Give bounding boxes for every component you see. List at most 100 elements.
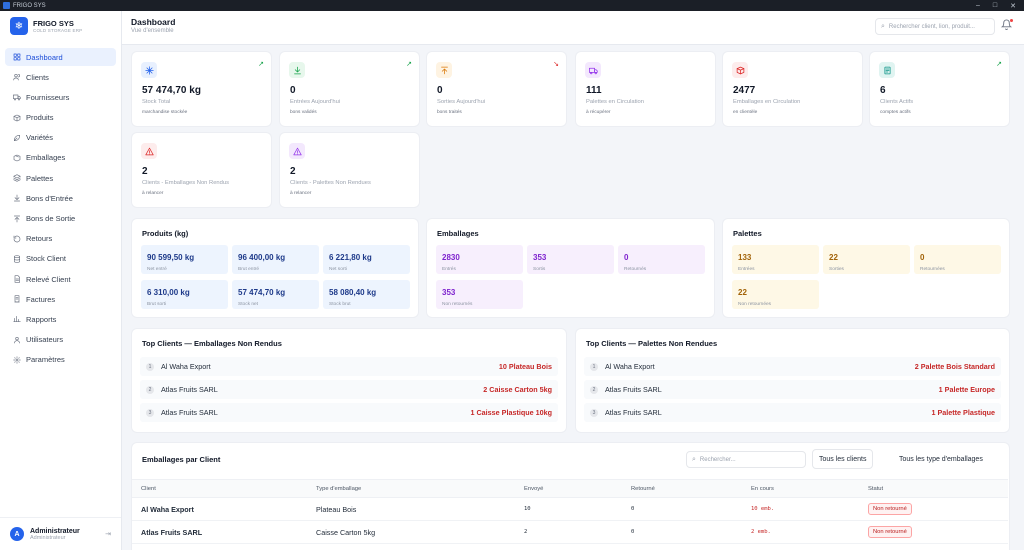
stat-card[interactable]: ↗ 6 Clients Actifs comptes actifs xyxy=(870,52,1009,126)
trend-down-icon: ↘ xyxy=(553,61,559,68)
client-filter-value: Tous les clients xyxy=(819,455,867,463)
rank-badge: 3 xyxy=(590,408,598,417)
produits-tile: 90 599,50 kg Net entré xyxy=(141,245,228,274)
type-filter-select[interactable]: Tous les type d'emballages xyxy=(892,449,990,469)
table-search-placeholder: Rechercher... xyxy=(699,456,736,463)
table-row[interactable]: Al Waha Export Plateau Bois 10 0 10 emb. Non … xyxy=(132,498,1008,521)
stat-card[interactable]: 2 Clients - Emballages Non Rendus à relanc… xyxy=(132,133,271,207)
list-item[interactable]: 3 Atlas Fruits SARL 1 Caisse Plastique 10k… xyxy=(140,403,558,422)
stat-card[interactable]: 2 Clients - Palettes Non Rendues à relance… xyxy=(280,133,419,207)
arrow-down-icon xyxy=(12,194,21,203)
close-icon[interactable]: ✕ xyxy=(1010,2,1016,10)
list-item[interactable]: 1 Al Waha Export 10 Plateau Bois xyxy=(140,357,558,376)
stat-card[interactable]: ↘ 0 Sorties Aujourd'hui bons traités xyxy=(427,52,566,126)
cell-client: Al Waha Export xyxy=(141,505,194,514)
tile-value: 353 xyxy=(442,288,456,297)
column-header[interactable]: Client xyxy=(141,486,156,492)
rank-badge: 2 xyxy=(590,385,598,394)
maximize-icon[interactable]: □ xyxy=(992,1,998,9)
column-header[interactable]: Envoyé xyxy=(524,486,544,492)
stat-card[interactable]: 111 Palettes en Circulation à récupérer xyxy=(576,52,715,126)
sidebar-item-label: Clients xyxy=(26,72,49,82)
cell-sent: 2 xyxy=(524,529,528,535)
sidebar-item-label: Variétés xyxy=(26,133,53,143)
global-search-input[interactable]: ⌕ Rechercher client, lion, produit... xyxy=(875,18,995,35)
user-icon xyxy=(12,335,21,344)
sidebar-item-fournisseurs[interactable]: Fournisseurs xyxy=(5,88,116,106)
sidebar-item-varietes[interactable]: Variétés xyxy=(5,129,116,147)
sidebar-item-emballages[interactable]: Emballages xyxy=(5,149,116,167)
sidebar-item-clients[interactable]: Clients xyxy=(5,68,116,86)
produits-tile: 96 400,00 kg Brut entré xyxy=(232,245,319,274)
tile-label: Stock net xyxy=(238,302,258,307)
file-icon xyxy=(879,62,895,78)
cell-type: Caisse Carton 5kg xyxy=(316,528,376,537)
client-filter-select[interactable]: Tous les clients xyxy=(812,449,874,469)
notification-dot xyxy=(1010,19,1013,22)
stat-label: Sorties Aujourd'hui xyxy=(437,99,486,105)
tile-value: 22 xyxy=(738,288,747,297)
stat-label: Clients - Palettes Non Rendues xyxy=(290,180,371,186)
sidebar-item-utilisateurs[interactable]: Utilisateurs xyxy=(5,331,116,349)
column-header[interactable]: Statut xyxy=(868,486,884,492)
item-count: 2 Caisse Carton 5kg xyxy=(483,385,552,394)
minimize-icon[interactable]: – xyxy=(975,1,980,9)
sidebar-item-produits[interactable]: Produits xyxy=(5,109,116,127)
search-icon: ⌕ xyxy=(881,22,885,30)
sidebar-item-factures[interactable]: Factures xyxy=(5,290,116,308)
page-subtitle: Vue d'ensemble xyxy=(131,28,174,34)
user-profile[interactable]: A Administrateur Administrateur ⇥ xyxy=(0,517,121,550)
tile-label: Sortis xyxy=(533,267,546,272)
list-item[interactable]: 1 Al Waha Export 2 Palette Bois Standard xyxy=(584,357,1001,376)
produits-title: Produits (kg) xyxy=(142,229,189,238)
table-row[interactable]: Atlas Fruits SARL Caisse Carton 5kg 2 0 2 em… xyxy=(132,521,1008,544)
stat-sub: à relancer xyxy=(142,191,164,196)
sidebar-item-label: Palettes xyxy=(26,173,54,183)
brand: ❄ FRIGO SYS COLD STORAGE ERP xyxy=(0,11,121,41)
bell-icon[interactable] xyxy=(1000,19,1013,31)
stat-sub: bons traités xyxy=(437,110,462,115)
stat-card[interactable]: ↗ 0 Entrées Aujourd'hui bons validés xyxy=(280,52,419,126)
list-item[interactable]: 2 Atlas Fruits SARL 1 Palette Europe xyxy=(584,380,1001,399)
palettes-title: Palettes xyxy=(733,229,762,238)
tile-label: Retournés xyxy=(624,267,647,272)
column-header[interactable]: Retourné xyxy=(631,486,655,492)
sidebar-item-bons-d-entree[interactable]: Bons d'Entrée xyxy=(5,189,116,207)
sidebar-item-dashboard[interactable]: Dashboard xyxy=(5,48,116,66)
sidebar-item-releve-client[interactable]: Relevé Client xyxy=(5,270,116,288)
stat-sub: marchandise stockée xyxy=(142,110,188,115)
list-item[interactable]: 2 Atlas Fruits SARL 2 Caisse Carton 5kg xyxy=(140,380,558,399)
sidebar-item-retours[interactable]: Retours xyxy=(5,230,116,248)
stat-value: 111 xyxy=(586,85,602,96)
tile-value: 0 xyxy=(624,253,629,262)
package-icon xyxy=(12,153,21,162)
column-header[interactable]: En cours xyxy=(751,486,774,492)
table-search-input[interactable]: ⌕ Rechercher... xyxy=(686,451,806,468)
invoice-icon xyxy=(12,295,21,304)
sidebar-item-palettes[interactable]: Palettes xyxy=(5,169,116,187)
cell-returned: 0 xyxy=(631,506,635,512)
tile-label: Retournées xyxy=(920,267,945,272)
cell-current: 10 emb. xyxy=(751,506,775,512)
stat-card[interactable]: 2477 Emballages en Circulation en clientèl… xyxy=(723,52,862,126)
emballages-tile: 353 Non retournés xyxy=(436,280,523,309)
client-name: Atlas Fruits SARL xyxy=(605,408,662,417)
stat-card[interactable]: ↗ 57 474,70 kg Stock Total marchandise stoc… xyxy=(132,52,271,126)
gear-icon xyxy=(12,355,21,364)
sidebar-nav: Dashboard Clients Fournisseurs Produits Vari… xyxy=(0,41,121,369)
sidebar-item-parametres[interactable]: Paramètres xyxy=(5,351,116,369)
sidebar-item-label: Stock Client xyxy=(26,254,67,264)
column-header[interactable]: Type d'emballage xyxy=(316,486,362,492)
sidebar-item-stock-client[interactable]: Stock Client xyxy=(5,250,116,268)
sidebar-item-bons-de-sortie[interactable]: Bons de Sortie xyxy=(5,210,116,228)
emballages-par-client-panel: Emballages par Client ⌕ Rechercher... To… xyxy=(132,443,1009,550)
item-count: 1 Palette Europe xyxy=(938,385,995,394)
emballages-title: Emballages xyxy=(437,229,479,238)
logout-icon[interactable]: ⇥ xyxy=(105,531,111,538)
client-name: Atlas Fruits SARL xyxy=(161,385,218,394)
palettes-tile: 0 Retournées xyxy=(914,245,1001,274)
sidebar-item-rapports[interactable]: Rapports xyxy=(5,310,116,328)
tile-label: Stock brut xyxy=(329,302,351,307)
list-item[interactable]: 3 Atlas Fruits SARL 1 Palette Plastique xyxy=(584,403,1001,422)
bar-chart-icon xyxy=(12,315,21,324)
